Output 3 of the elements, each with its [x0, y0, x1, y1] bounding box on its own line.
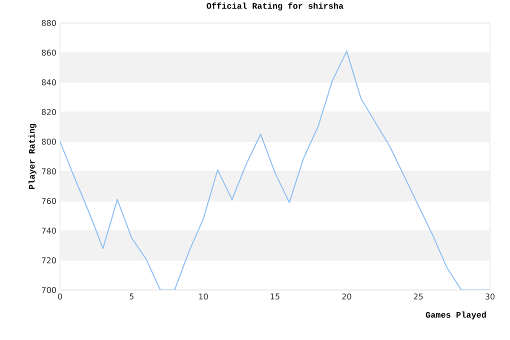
chart-title: Official Rating for shirsha [206, 2, 344, 10]
y-axis-title: Player Rating [28, 124, 36, 189]
x-axis-title: Games Played [426, 312, 486, 320]
